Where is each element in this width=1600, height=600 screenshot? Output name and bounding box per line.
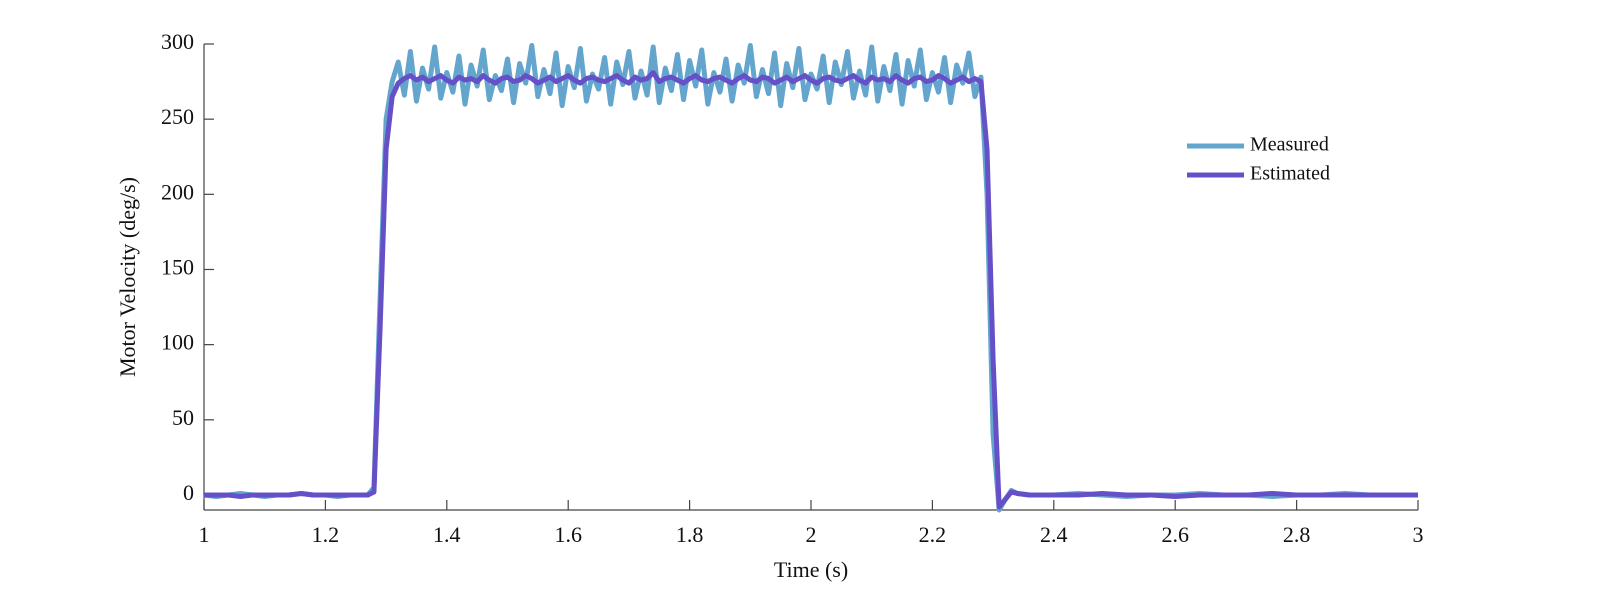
x-tick-label: 1.8 — [676, 522, 704, 547]
y-tick-label: 300 — [161, 29, 194, 54]
y-tick-label: 150 — [161, 255, 194, 280]
y-axis-label: Motor Velocity (deg/s) — [115, 177, 140, 377]
y-tick-label: 0 — [183, 480, 194, 505]
x-axis-label: Time (s) — [774, 557, 848, 582]
x-tick-label: 2.8 — [1283, 522, 1311, 547]
x-tick-label: 3 — [1413, 522, 1424, 547]
line-series — [204, 70, 1418, 510]
x-tick-label: 2.6 — [1161, 522, 1189, 547]
x-tick-label: 1.6 — [554, 522, 582, 547]
x-tick-label: 1.2 — [312, 522, 340, 547]
legend-label: Measured — [1250, 134, 1329, 156]
x-tick-label: 1 — [199, 522, 210, 547]
y-tick-label: 200 — [161, 179, 194, 204]
x-tick-label: 2 — [806, 522, 817, 547]
line-series — [203, 43, 1418, 513]
y-tick-label: 250 — [161, 104, 194, 129]
x-tick-label: 2.2 — [919, 522, 947, 547]
x-tick-label: 2.4 — [1040, 522, 1068, 547]
y-tick-label: 50 — [172, 405, 194, 430]
legend-label: Estimated — [1250, 163, 1330, 185]
y-tick-label: 100 — [161, 330, 194, 355]
x-tick-label: 1.4 — [433, 522, 461, 547]
